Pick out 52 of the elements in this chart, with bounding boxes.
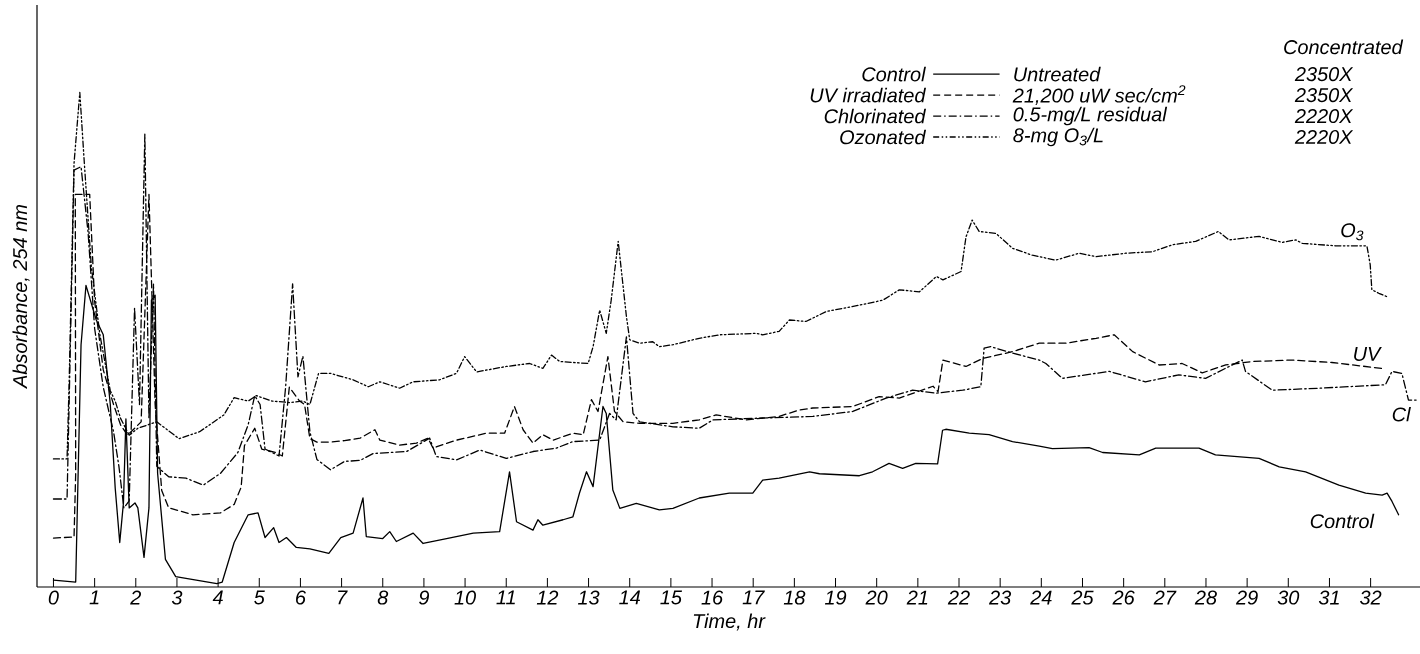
annotation: Cl [1392,406,1411,422]
x-tick-label: 14 [619,590,641,605]
annotation: Control [1310,513,1375,529]
x-tick-label: 21 [906,590,928,605]
annotation: 8-mg O$_{3}$/L [1013,127,1103,147]
annotation: UV [1354,347,1382,361]
x-tick-label: 3 [171,590,183,605]
x-tick-label: 18 [783,590,806,605]
text: Untreated [1014,66,1101,82]
x-tick-label: 13 [577,590,600,605]
legend-title: Concentrated [1284,39,1404,55]
x-tick-label: 5 [254,590,265,605]
annotation: 2350X [1294,88,1354,103]
x-tick-label: 11 [496,590,515,605]
annotation: 2220X [1294,129,1354,145]
x-tick-label: 19 [824,590,847,605]
annotation: 2220X [1294,108,1354,124]
x-tick-label: 20 [865,590,888,605]
x-tick-label: 2 [130,590,142,605]
x-tick-label: 24 [1030,590,1052,605]
x-tick-label: 15 [660,590,682,605]
x-tick-label: 12 [536,590,559,605]
annotation: O$_{3}$ [1341,223,1364,241]
x-tick-label: 32 [1360,590,1382,605]
x-tick-label: 16 [701,590,724,605]
x-tick-label: 17 [742,590,765,605]
x-tick-label: 29 [1235,590,1258,605]
x-tick-label: 26 [1112,590,1135,605]
legend-label: Chlorinated [824,108,927,124]
y-axis-title: Absorbance, 254 nm [12,205,30,389]
x-tick-label: 28 [1194,590,1217,605]
legend-label: Control [862,66,926,82]
x-tick-label: 23 [988,590,1012,605]
x-tick-label: 27 [1153,590,1177,605]
x-tick-label: 10 [454,590,476,605]
x-tick-label: 4 [212,590,223,605]
x-tick-label: 22 [947,590,970,605]
x-tick-label: 1 [89,590,99,605]
legend-label: Ozonated [840,129,927,145]
annotation: 21,200 uW sec/cm$^{2}$ [1012,85,1186,105]
x-tick-label: 6 [296,590,306,605]
x-tick-label: 9 [419,590,430,605]
x-tick-label: 31 [1318,590,1339,605]
x-tick-label: 30 [1277,590,1300,605]
legend-label: UV irradiated [810,87,927,103]
annotation: 0.5-mg/L residual [1013,106,1168,126]
x-tick-label: 7 [338,590,348,605]
x-tick-label: 0 [48,590,59,605]
x-tick-label: 8 [377,590,389,605]
text: 2350X [1294,67,1354,82]
x-axis-title: Time, hr [693,613,766,631]
x-tick-label: 25 [1071,590,1094,605]
